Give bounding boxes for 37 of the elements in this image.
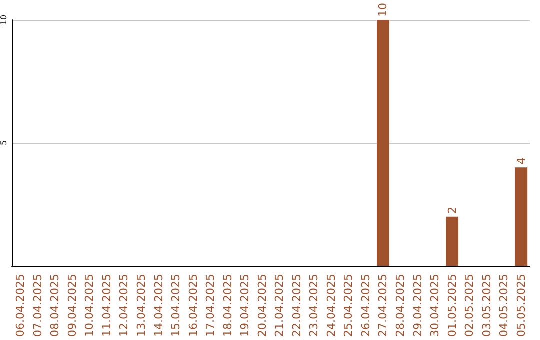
x-tick-label: 22.04.2025 xyxy=(290,274,304,338)
x-tick-label: 14.04.2025 xyxy=(152,274,166,338)
x-tick-label: 27.04.2025 xyxy=(376,274,390,338)
x-tick-label: 21.04.2025 xyxy=(273,274,286,338)
x-tick-label: 15.04.2025 xyxy=(170,274,183,338)
x-tick-label: 07.04.2025 xyxy=(31,274,44,338)
bar xyxy=(446,216,459,266)
data-label: 10 xyxy=(376,3,390,17)
x-tick-label: 06.04.2025 xyxy=(14,274,28,338)
x-tick-label: 19.04.2025 xyxy=(238,274,252,338)
x-tick-label: 05.05.2025 xyxy=(514,274,528,338)
x-tick-label: 25.04.2025 xyxy=(342,274,356,338)
x-tick-label: 16.04.2025 xyxy=(186,274,200,338)
x-tick-label: 29.04.2025 xyxy=(411,274,424,338)
y-tick-label: 5 xyxy=(0,140,8,146)
x-tick-label: 28.04.2025 xyxy=(394,274,407,338)
x-tick-label: 17.04.2025 xyxy=(204,274,218,338)
bar xyxy=(515,168,528,266)
x-tick-label: 02.05.2025 xyxy=(463,274,476,338)
x-tick-label: 04.05.2025 xyxy=(498,274,511,338)
x-tick-label: 20.04.2025 xyxy=(256,274,269,338)
x-tick-label: 24.04.2025 xyxy=(324,274,338,338)
x-tick-label: 23.04.2025 xyxy=(308,274,321,338)
x-tick-label: 11.04.2025 xyxy=(100,274,114,338)
x-tick-label: 26.04.2025 xyxy=(359,274,372,338)
data-label: 4 xyxy=(514,158,528,165)
x-tick-label: 12.04.2025 xyxy=(118,274,131,338)
x-tick-label: 03.05.2025 xyxy=(480,274,494,338)
x-tick-label: 08.04.2025 xyxy=(48,274,62,338)
x-tick-label: 13.04.2025 xyxy=(135,274,148,338)
x-tick-label: 09.04.2025 xyxy=(66,274,79,338)
x-tick-label: 30.04.2025 xyxy=(428,274,442,338)
x-tick-label: 10.04.2025 xyxy=(83,274,96,338)
bar xyxy=(377,20,390,266)
data-label: 2 xyxy=(446,206,459,214)
x-tick-label: 18.04.2025 xyxy=(221,274,234,338)
x-tick-label: 01.05.2025 xyxy=(446,274,459,338)
